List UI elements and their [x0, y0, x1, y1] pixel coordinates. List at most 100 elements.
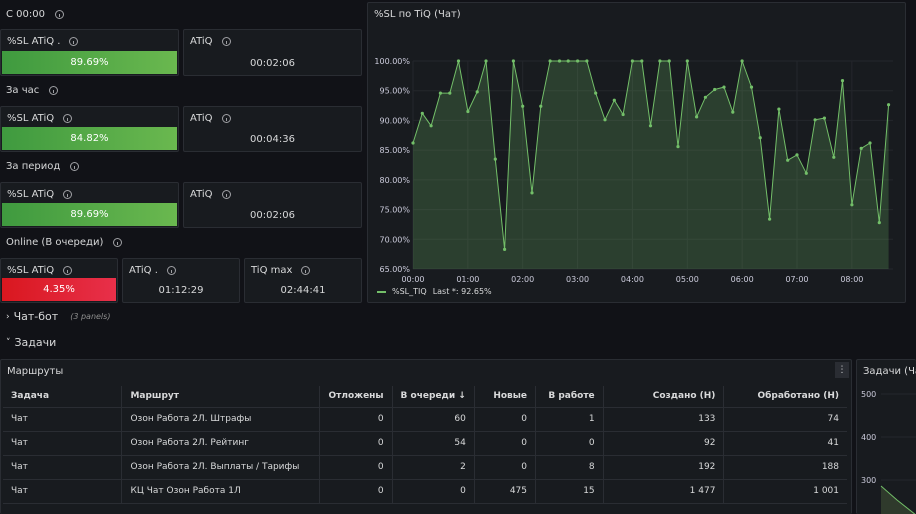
info-icon[interactable]	[54, 10, 64, 19]
panel-title: %SL ATiQ	[7, 189, 55, 200]
x-tick-label: 04:00	[621, 275, 644, 284]
y-tick-label: 85.00%	[379, 146, 410, 155]
panel-header: ATiQ	[190, 36, 231, 47]
stat-value: 01:12:29	[158, 285, 204, 296]
info-icon[interactable]	[221, 190, 231, 199]
more-vertical-icon: ⋮	[837, 365, 847, 375]
column-header-postponed[interactable]: Отложены	[319, 386, 393, 408]
data-point	[749, 85, 754, 89]
table-cell: 0	[535, 431, 604, 456]
column-header-route[interactable]: Маршрут	[121, 386, 320, 408]
panel-title[interactable]: Маршруты	[7, 366, 64, 377]
data-point	[521, 104, 525, 108]
data-point	[859, 146, 863, 150]
series-area	[881, 486, 915, 514]
table-cell: 192	[602, 455, 724, 480]
data-point	[475, 90, 479, 94]
table-cell: 1	[535, 407, 604, 432]
table-cell: 0	[319, 407, 393, 432]
column-header-created[interactable]: Создано (Н)	[602, 386, 724, 408]
data-point	[667, 59, 671, 63]
column-header-in-work[interactable]: В работе	[535, 386, 604, 408]
info-icon[interactable]	[63, 266, 73, 275]
data-point	[731, 110, 735, 114]
data-point	[868, 141, 872, 145]
row-tasks[interactable]: ˅ Задачи	[6, 336, 56, 349]
column-header-new[interactable]: Новые	[473, 386, 536, 408]
row-title-per-hour[interactable]: За час	[6, 85, 59, 96]
info-icon[interactable]	[63, 114, 73, 123]
panel-header: %SL ATiQ	[7, 189, 73, 200]
data-point	[448, 91, 452, 95]
x-tick-label: 03:00	[566, 275, 589, 284]
panel-title: ATiQ	[190, 189, 213, 200]
data-point	[777, 107, 781, 111]
info-icon[interactable]	[49, 86, 59, 95]
stat-value: 00:02:06	[250, 58, 295, 69]
data-point	[887, 103, 891, 107]
row-title: Чат-бот	[13, 310, 59, 323]
data-point	[493, 157, 497, 161]
row-title-per-period[interactable]: За период	[6, 161, 80, 172]
row-title-online[interactable]: Online (В очереди)	[6, 237, 123, 248]
stat-panel-atiq-hour: ATiQ 00:04:36	[183, 106, 362, 152]
chart-legend[interactable]: %SL_TIQ Last *: 92.65%	[377, 287, 492, 296]
row-subtitle: (3 panels)	[70, 312, 111, 321]
panel-title[interactable]: %SL по TiQ (Чат)	[374, 9, 461, 20]
table-row: Чат Озон Работа 2Л. Выплаты / Тарифы 0 2…	[3, 455, 847, 480]
data-point	[576, 59, 580, 63]
data-point	[511, 59, 515, 63]
table-cell: 54	[391, 431, 475, 456]
table-cell: 41	[723, 431, 847, 456]
panel-title: TiQ max	[251, 265, 293, 276]
column-header-task[interactable]: Задача	[3, 386, 122, 408]
column-header-processed[interactable]: Обработано (Н)	[723, 386, 847, 408]
column-header-in-queue[interactable]: В очереди ↓	[391, 386, 475, 408]
data-point	[640, 59, 644, 63]
data-point	[566, 59, 570, 63]
table-cell: 8	[535, 455, 604, 480]
row-title-label: За период	[6, 161, 61, 172]
data-point	[676, 145, 680, 149]
info-icon[interactable]	[221, 114, 231, 123]
series-area	[413, 61, 889, 269]
info-icon[interactable]	[221, 37, 231, 46]
panel-title[interactable]: Задачи (Ча	[863, 366, 916, 377]
sl-tiq-chart: 65.00% 70.00% 75.00% 80.00% 85.00% 90.00% 95.0…	[374, 57, 893, 284]
stat-value: 00:02:06	[250, 210, 295, 221]
stat-panel-sl-atiq-hour: %SL ATiQ 84.82%	[0, 106, 179, 152]
table-cell: 1 001	[723, 479, 847, 504]
data-point	[548, 59, 552, 63]
panel-menu-button[interactable]: ⋮	[835, 362, 849, 378]
info-icon[interactable]	[166, 266, 176, 275]
x-tick-label: 00:00	[401, 275, 424, 284]
data-point	[621, 112, 625, 117]
stat-panel-atiq-today: ATiQ 00:02:06	[183, 29, 362, 76]
y-tick-label: 65.00%	[379, 265, 410, 274]
table-cell: 1 477	[602, 479, 724, 504]
info-icon[interactable]	[69, 37, 79, 46]
panel-header: TiQ max	[251, 265, 311, 276]
legend-last-value: Last *: 92.65%	[432, 287, 492, 296]
data-point	[438, 91, 442, 95]
row-title-since-midnight[interactable]: С 00:00	[6, 9, 64, 20]
data-point	[585, 59, 589, 63]
y-tick-label: 100.00%	[374, 57, 410, 66]
stat-value: 4.35%	[2, 278, 116, 301]
table-row: Чат КЦ Чат Озон Работа 1Л 0 0 475 15 1 4…	[3, 479, 847, 504]
row-chat-bot[interactable]: › Чат-бот (3 panels)	[6, 310, 110, 323]
table-cell: 133	[602, 407, 724, 432]
info-icon[interactable]	[70, 162, 80, 171]
info-icon[interactable]	[301, 266, 311, 275]
x-tick-label: 06:00	[731, 275, 754, 284]
sort-desc-icon: ↓	[458, 391, 466, 402]
table-cell: 0	[473, 407, 536, 432]
data-point	[557, 59, 562, 63]
panel-header: ATiQ	[190, 189, 231, 200]
table-cell: 15	[535, 479, 604, 504]
data-point	[530, 191, 534, 195]
info-icon[interactable]	[113, 238, 123, 247]
data-point	[539, 104, 543, 108]
info-icon[interactable]	[63, 190, 73, 199]
x-tick-label: 08:00	[840, 275, 863, 284]
